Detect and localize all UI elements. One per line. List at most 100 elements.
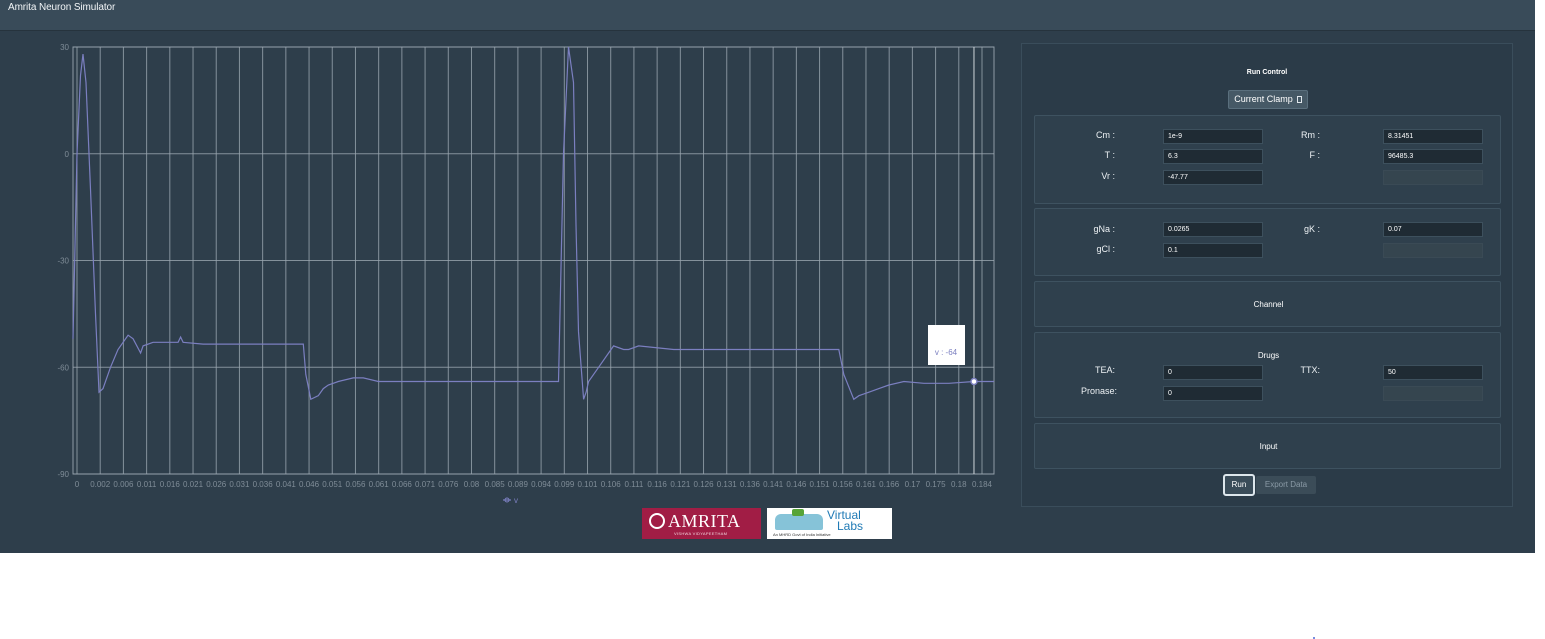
x-tick-label: 0.166 xyxy=(879,480,900,489)
f-input[interactable]: 96485.3 xyxy=(1383,149,1483,164)
t-input[interactable]: 6.3 xyxy=(1163,149,1263,164)
x-tick-label: 0.099 xyxy=(554,480,575,489)
y-tick-label: -30 xyxy=(57,257,69,266)
tooltip-box xyxy=(928,325,965,365)
empty-field xyxy=(1383,386,1483,401)
amrita-seal-icon xyxy=(649,513,665,529)
x-tick-label: 0.175 xyxy=(926,480,947,489)
x-tick-label: 0.126 xyxy=(694,480,715,489)
y-tick-label: 30 xyxy=(60,43,69,52)
x-tick-label: 0.131 xyxy=(717,480,738,489)
app-title: Amrita Neuron Simulator xyxy=(8,2,116,13)
x-tick-label: 0.011 xyxy=(137,480,157,489)
dropdown-caret-icon xyxy=(1296,96,1302,103)
clamp-mode-label: Current Clamp xyxy=(1234,94,1293,104)
t-label: T : xyxy=(1104,150,1115,160)
x-tick-label: 0.071 xyxy=(415,480,436,489)
hover-point-marker xyxy=(970,377,978,386)
channel-label: Channel xyxy=(1253,300,1284,309)
x-tick-label: 0.089 xyxy=(508,480,529,489)
x-tick-label: 0.106 xyxy=(601,480,622,489)
rm-label: Rm : xyxy=(1301,130,1320,140)
x-tick-label: 0.094 xyxy=(531,480,552,489)
legend-label: v xyxy=(514,496,518,505)
x-tick-label: 0.08 xyxy=(464,480,480,489)
x-tick-label: 0.002 xyxy=(90,480,111,489)
cm-input[interactable]: 1e-9 xyxy=(1163,129,1263,144)
x-tick-label: 0.111 xyxy=(625,480,644,489)
tea-input[interactable]: 0 xyxy=(1163,365,1263,380)
gcl-label: gCl : xyxy=(1096,244,1115,254)
chart-svg: 0 0.002 0.006 0.011 0.016 0.021 0.026 0.031 0.03… xyxy=(57,43,995,505)
gk-label: gK : xyxy=(1303,224,1320,234)
amrita-logo-subtext: VISHWA VIDYAPEETHAM xyxy=(674,531,728,536)
flask-icon xyxy=(775,509,823,530)
logo-strip: AMRITA VISHWA VIDYAPEETHAM Virtual Labs … xyxy=(642,508,892,540)
x-tick-label: 0.066 xyxy=(392,480,413,489)
x-tick-label: 0.136 xyxy=(740,480,761,489)
x-tick-label: 0.061 xyxy=(369,480,390,489)
x-tick-label: 0.184 xyxy=(972,480,993,489)
gna-label: gNa : xyxy=(1093,224,1115,234)
x-tick-label: 0.041 xyxy=(276,480,297,489)
gk-input[interactable]: 0.07 xyxy=(1383,222,1483,237)
empty-field xyxy=(1383,170,1483,185)
x-tick-label: 0.085 xyxy=(485,480,506,489)
x-tick-label: 0.17 xyxy=(905,480,921,489)
pronase-input[interactable]: 0 xyxy=(1163,386,1263,401)
drugs-section: Drugs TEA: 0 TTX: 50 Pronase: 0 xyxy=(1034,332,1501,639)
x-tick-label: 0.051 xyxy=(322,480,343,489)
x-tick-label: 0.18 xyxy=(951,480,967,489)
y-tick-label: -60 xyxy=(57,363,69,372)
x-tick-label: 0.101 xyxy=(577,480,598,489)
pronase-label: Pronase: xyxy=(1080,386,1117,396)
x-tick-label: 0.016 xyxy=(160,480,181,489)
drugs-label: Drugs xyxy=(1257,351,1280,360)
rm-input[interactable]: 8.31451 xyxy=(1383,129,1483,144)
vr-input[interactable]: -47.77 xyxy=(1163,170,1263,185)
gna-input[interactable]: 0.0265 xyxy=(1163,222,1263,237)
virtual-labs-logo: Virtual Labs An MHRD Govt of India Initi… xyxy=(767,508,892,539)
vlabs-logo-text-2: Labs xyxy=(837,519,864,533)
constants-section: Cm : 1e-9 Rm : 8.31451 T : 6.3 F : 96485… xyxy=(1034,115,1501,204)
ttx-label: TTX: xyxy=(1300,365,1321,375)
x-tick-label: 0.026 xyxy=(206,480,227,489)
channel-section[interactable]: Channel xyxy=(1034,281,1501,327)
title-bar: Amrita Neuron Simulator xyxy=(0,0,1535,31)
y-tick-label: -90 xyxy=(57,470,69,479)
cm-label: Cm : xyxy=(1096,130,1115,140)
x-tick-label: 0.141 xyxy=(763,480,784,489)
y-tick-label: 0 xyxy=(65,150,70,159)
series-line-v xyxy=(72,46,994,401)
export-data-button[interactable]: Export Data xyxy=(1256,476,1316,494)
vlabs-logo-text-1: Virtual xyxy=(827,508,861,522)
x-tick-label: 0.031 xyxy=(229,480,250,489)
x-tick-label: 0.156 xyxy=(833,480,854,489)
x-tick-label: 0.056 xyxy=(345,480,366,489)
input-section[interactable]: Input xyxy=(1034,423,1501,469)
panel-title: Run Control xyxy=(1246,69,1288,76)
x-tick-label: 0.121 xyxy=(670,480,691,489)
x-tick-label: 0.146 xyxy=(786,480,807,489)
x-tick-label: 0.036 xyxy=(253,480,274,489)
voltage-chart[interactable]: 0 0.002 0.006 0.011 0.016 0.021 0.026 0.031 0.03… xyxy=(0,32,1010,512)
run-button[interactable]: Run xyxy=(1223,474,1255,496)
x-tick-label: 0.046 xyxy=(299,480,320,489)
f-label: F : xyxy=(1309,150,1321,160)
x-tick-label: 0.151 xyxy=(810,480,831,489)
amrita-logo-text: AMRITA xyxy=(668,511,741,531)
x-tick-label: 0.161 xyxy=(856,480,877,489)
gcl-input[interactable]: 0.1 xyxy=(1163,243,1263,258)
conductance-section: gNa : 0.0265 gK : 0.07 gCl : 0.1 xyxy=(1034,208,1501,276)
legend-marker-icon xyxy=(504,497,510,503)
tooltip-text: v : -64 xyxy=(935,348,958,357)
ttx-input[interactable]: 50 xyxy=(1383,365,1483,380)
clamp-mode-dropdown[interactable]: Current Clamp xyxy=(1228,90,1308,109)
input-label: Input xyxy=(1259,442,1278,451)
x-tick-label: 0.006 xyxy=(113,480,134,489)
x-tick-label: 0.116 xyxy=(647,480,667,489)
x-tick-label: 0.076 xyxy=(438,480,459,489)
x-tick-label: 0 xyxy=(75,480,80,489)
amrita-logo: AMRITA VISHWA VIDYAPEETHAM xyxy=(642,508,761,539)
